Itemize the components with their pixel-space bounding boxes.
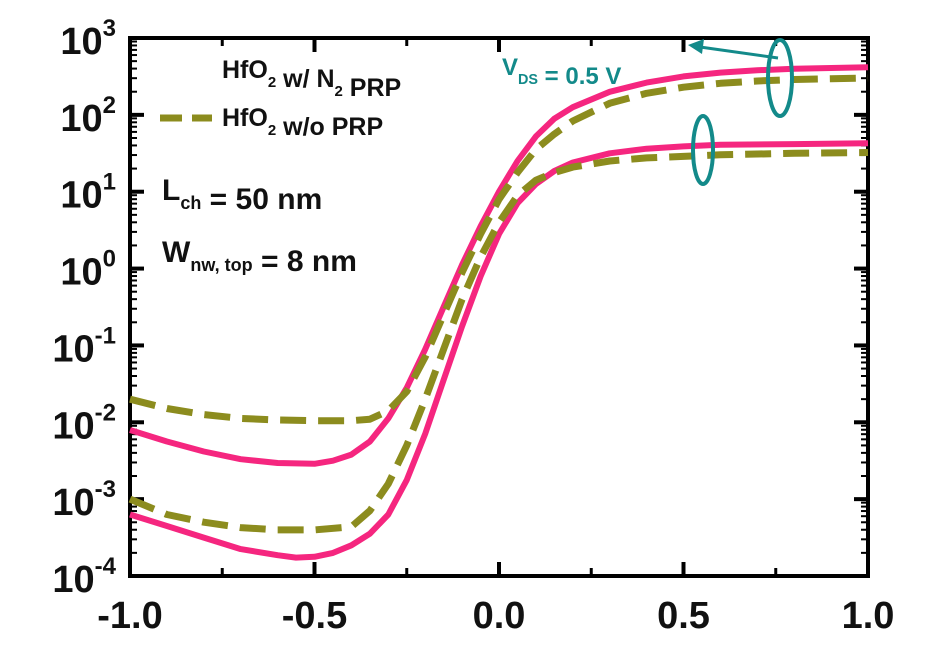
vds-arrow-head	[688, 39, 704, 54]
legend-label-no-prp: HfO2 w/o PRP	[222, 104, 383, 141]
series-line-1	[129, 64, 869, 467]
x-tick-label: 0.0	[473, 595, 526, 637]
series-line-3	[129, 74, 869, 425]
y-tick-label: 10-2	[52, 399, 116, 447]
x-tick-label: -0.5	[282, 595, 347, 637]
vds-arrow-line	[699, 45, 779, 60]
x-tick-label: -1.0	[97, 595, 162, 637]
y-tick-label: 100	[60, 246, 116, 294]
series-line-2	[129, 140, 869, 561]
y-tick-label: 10-3	[52, 476, 116, 524]
channel-length-note: Lch = 50 nm	[162, 174, 322, 216]
y-tick-label: 103	[60, 15, 116, 63]
vds-low-ellipse-marker	[691, 114, 715, 186]
y-tick-label: 102	[60, 92, 116, 140]
series-line-4	[128, 149, 869, 534]
y-tick-label: 101	[60, 169, 116, 217]
nanowire-width-note: Wnw, top = 8 nm	[162, 236, 357, 278]
legend-label-n2-prp: HfO2 w/ N2 PRP	[222, 56, 401, 102]
x-tick-label: 1.0	[842, 595, 895, 637]
y-tick-label: 10-1	[52, 322, 116, 370]
x-tick-label: 0.5	[657, 595, 710, 637]
y-tick-label: 10-4	[52, 553, 116, 601]
vds-note: VDS = 0.5 V	[502, 54, 621, 90]
vds-high-ellipse-marker	[766, 38, 794, 118]
